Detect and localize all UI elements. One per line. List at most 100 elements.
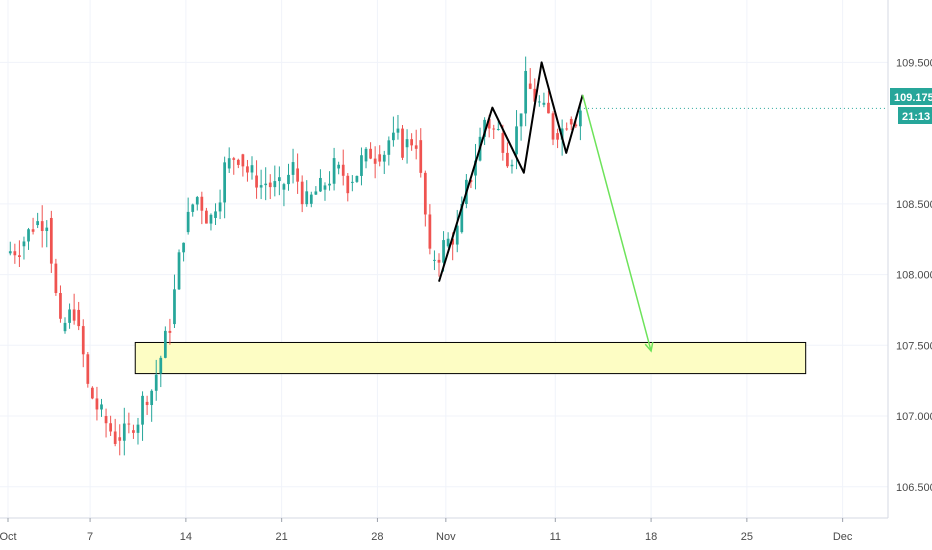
candle-body xyxy=(428,214,432,249)
time-tick-label: Oct xyxy=(0,531,17,543)
candle-body xyxy=(150,390,154,406)
candle-body xyxy=(18,255,21,257)
candle-body xyxy=(451,238,455,245)
candle-body xyxy=(296,168,299,182)
candle-body xyxy=(250,165,254,173)
candle-body xyxy=(159,357,163,374)
candle-body xyxy=(392,132,395,141)
candle-body xyxy=(195,197,199,205)
candle-body xyxy=(27,229,30,242)
candle-body xyxy=(168,330,172,333)
candle-body xyxy=(460,203,464,233)
candle-body xyxy=(378,154,382,162)
candle-body xyxy=(501,133,505,153)
projection-arrow-head xyxy=(644,341,654,353)
candle-body xyxy=(255,175,258,188)
candle-body xyxy=(369,148,372,159)
candle-body xyxy=(542,102,546,105)
candle-body xyxy=(91,387,94,399)
candle-body xyxy=(496,128,500,130)
projection-arrow xyxy=(581,94,654,353)
candle-body xyxy=(68,309,71,323)
time-tick-label: 21 xyxy=(276,531,288,543)
candle-body xyxy=(396,128,400,133)
candle-body xyxy=(410,139,414,146)
candle-body xyxy=(268,182,272,188)
price-tick-label: 106.500 xyxy=(896,482,932,494)
time-tick-label: Nov xyxy=(436,531,456,543)
candle-body xyxy=(232,158,236,160)
candle-body xyxy=(437,259,441,263)
candle-body xyxy=(223,162,227,203)
candle-body xyxy=(145,401,149,406)
time-tick-label: 14 xyxy=(180,531,192,543)
time-tick-label: 28 xyxy=(371,531,383,543)
candle-body xyxy=(118,437,122,441)
candle-body xyxy=(528,83,532,89)
candle-body xyxy=(95,398,99,410)
demand-zone-rect xyxy=(134,341,807,375)
candle-body xyxy=(72,309,76,321)
candle-body xyxy=(264,183,268,186)
time-axis[interactable]: Oct 7 14 21 28 Nov 11 18 25 Dec xyxy=(0,518,853,543)
candle-body xyxy=(506,152,509,167)
time-tick-label: 7 xyxy=(87,531,93,543)
candle-body xyxy=(433,259,436,261)
candle-body xyxy=(341,164,345,176)
countdown-tag-bg xyxy=(898,107,932,124)
candle-body xyxy=(455,225,459,245)
candle-body xyxy=(59,293,62,319)
pattern-polyline xyxy=(438,61,584,282)
candle-body xyxy=(246,166,249,173)
candle-body xyxy=(332,158,336,184)
candle-body xyxy=(132,430,135,433)
candle-body xyxy=(282,184,286,190)
candle-body xyxy=(259,185,263,188)
candle-body xyxy=(63,322,67,332)
candle-body xyxy=(533,88,537,102)
candle-body xyxy=(328,183,331,186)
candle-body xyxy=(515,126,518,155)
price-tick-label: 108.000 xyxy=(896,270,932,282)
candle-body xyxy=(565,128,569,130)
candle-body xyxy=(273,181,277,188)
candle-body xyxy=(382,154,386,162)
candle-body xyxy=(337,164,341,169)
candle-body xyxy=(154,374,158,391)
candle-body xyxy=(360,155,363,176)
candle-body xyxy=(401,128,404,158)
candle-body xyxy=(113,431,117,444)
candle-body xyxy=(364,148,368,162)
demand-zone xyxy=(134,341,807,375)
candle-body xyxy=(355,175,359,182)
candle-body xyxy=(86,354,90,384)
candle-body xyxy=(474,160,477,176)
countdown-tag-value: 21:13 xyxy=(902,111,930,123)
candle-body xyxy=(574,124,578,127)
time-tick-label: 25 xyxy=(741,531,753,543)
candle-body xyxy=(100,404,103,410)
candle-body xyxy=(547,102,550,114)
price-axis[interactable]: 106.500 107.000 107.500 108.000 108.500 109.5… xyxy=(896,57,932,493)
candle-body xyxy=(8,251,12,254)
candle-body xyxy=(387,140,391,155)
candle-body xyxy=(373,158,377,164)
candles xyxy=(8,56,582,456)
candle-body xyxy=(31,229,35,232)
price-tick-label: 107.500 xyxy=(896,340,932,352)
candle-body xyxy=(214,211,217,218)
candle-body xyxy=(350,181,354,183)
projection-arrow-line xyxy=(581,94,652,352)
candle-body xyxy=(483,119,486,137)
current-price-tag: 109.175 21:13 xyxy=(890,88,932,124)
candle-body xyxy=(191,204,195,212)
candle-body xyxy=(537,101,541,103)
candle-body xyxy=(81,326,85,355)
candle-body xyxy=(127,423,131,425)
candle-body xyxy=(209,214,213,224)
candle-body xyxy=(346,175,350,194)
candle-body xyxy=(141,395,144,425)
candle-body xyxy=(49,217,53,264)
candle-body xyxy=(45,227,49,232)
